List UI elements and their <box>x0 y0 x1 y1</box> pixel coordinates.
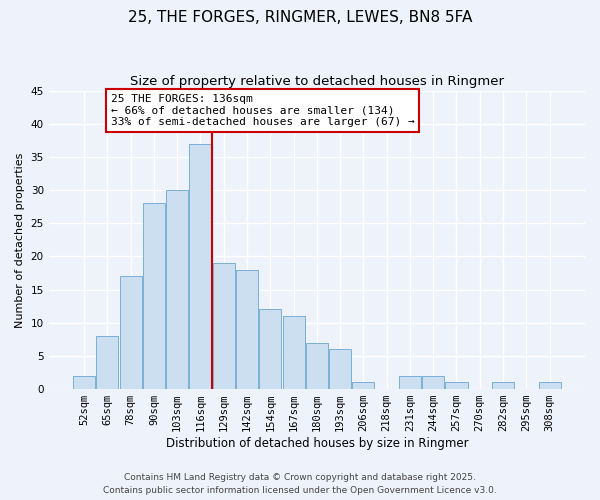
Bar <box>143 204 165 389</box>
Bar <box>329 350 351 389</box>
Bar <box>399 376 421 389</box>
Bar <box>190 144 212 389</box>
Bar <box>259 310 281 389</box>
Bar <box>352 382 374 389</box>
Text: Contains HM Land Registry data © Crown copyright and database right 2025.
Contai: Contains HM Land Registry data © Crown c… <box>103 474 497 495</box>
Bar <box>212 263 235 389</box>
Title: Size of property relative to detached houses in Ringmer: Size of property relative to detached ho… <box>130 75 504 88</box>
Bar <box>119 276 142 389</box>
Bar <box>236 270 258 389</box>
Bar <box>283 316 305 389</box>
Bar <box>445 382 467 389</box>
Bar <box>73 376 95 389</box>
Bar <box>306 342 328 389</box>
Bar <box>422 376 444 389</box>
Text: 25, THE FORGES, RINGMER, LEWES, BN8 5FA: 25, THE FORGES, RINGMER, LEWES, BN8 5FA <box>128 10 472 25</box>
Bar <box>492 382 514 389</box>
Y-axis label: Number of detached properties: Number of detached properties <box>15 152 25 328</box>
Bar <box>97 336 118 389</box>
Text: 25 THE FORGES: 136sqm
← 66% of detached houses are smaller (134)
33% of semi-det: 25 THE FORGES: 136sqm ← 66% of detached … <box>111 94 415 127</box>
Bar <box>539 382 560 389</box>
X-axis label: Distribution of detached houses by size in Ringmer: Distribution of detached houses by size … <box>166 437 468 450</box>
Bar <box>166 190 188 389</box>
